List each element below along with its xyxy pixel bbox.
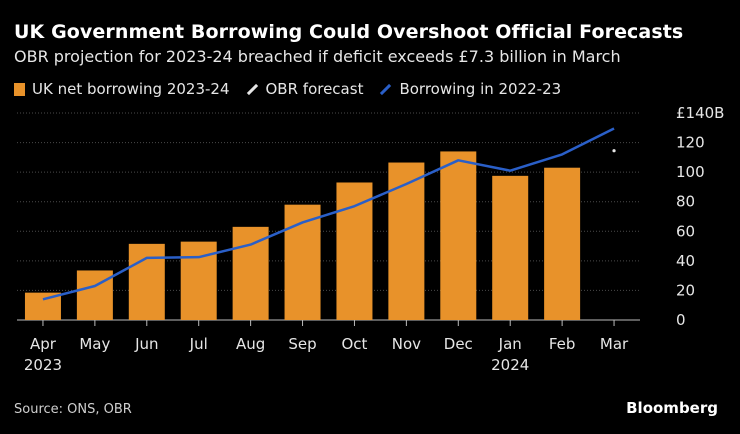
chart-subtitle: OBR projection for 2023-24 breached if d… [14,47,621,66]
bar [388,162,425,320]
y-tick-label: 60 [676,222,695,240]
y-tick-label: 80 [676,193,695,211]
x-tick-label: Oct [341,335,367,353]
bar [128,243,165,320]
bar [492,175,529,320]
y-tick-label: 40 [676,252,695,270]
x-tick-label: Aug [236,335,265,353]
x-year-label: 2023 [24,356,62,374]
y-tick-label: 0 [676,311,686,329]
chart-title: UK Government Borrowing Could Overshoot … [14,21,684,43]
x-tick-label: Sep [288,335,316,353]
x-tick-label: May [79,335,110,353]
x-tick-label: Apr [30,335,57,353]
bar [336,182,373,320]
legend-item-obr-forecast: OBR forecast [244,80,364,98]
x-tick-label: Jan [498,335,522,353]
bar [544,167,581,320]
series-line [42,127,615,301]
y-tick-label: 120 [676,134,705,152]
legend: UK net borrowing 2023-24 OBR forecast Bo… [14,80,575,98]
legend-item-borrowing-2022-23: Borrowing in 2022-23 [377,80,561,98]
x-tick-label: Jul [189,335,208,353]
x-tick-label: Mar [600,335,629,353]
y-tick-label: £140B [676,104,724,122]
legend-label-obr-forecast: OBR forecast [265,80,364,98]
source-note: Source: ONS, OBR [14,402,132,417]
x-tick-label: Jun [134,335,158,353]
x-year-label: 2024 [491,356,529,374]
legend-label-borrowing-2023-24: UK net borrowing 2023-24 [32,80,230,98]
bar [232,226,269,320]
legend-swatch-bar [14,82,25,96]
brand-logo: Bloomberg [626,399,718,417]
obr-forecast-point [612,149,616,153]
legend-label-borrowing-2022-23: Borrowing in 2022-23 [399,80,562,98]
bar [440,151,477,320]
legend-item-borrowing-2023-24: UK net borrowing 2023-24 [14,80,230,98]
x-tick-label: Nov [392,335,421,353]
y-tick-label: 100 [676,163,705,181]
y-tick-label: 20 [676,281,695,299]
x-tick-label: Feb [549,335,576,353]
bar [284,204,321,320]
x-tick-label: Dec [444,335,473,353]
